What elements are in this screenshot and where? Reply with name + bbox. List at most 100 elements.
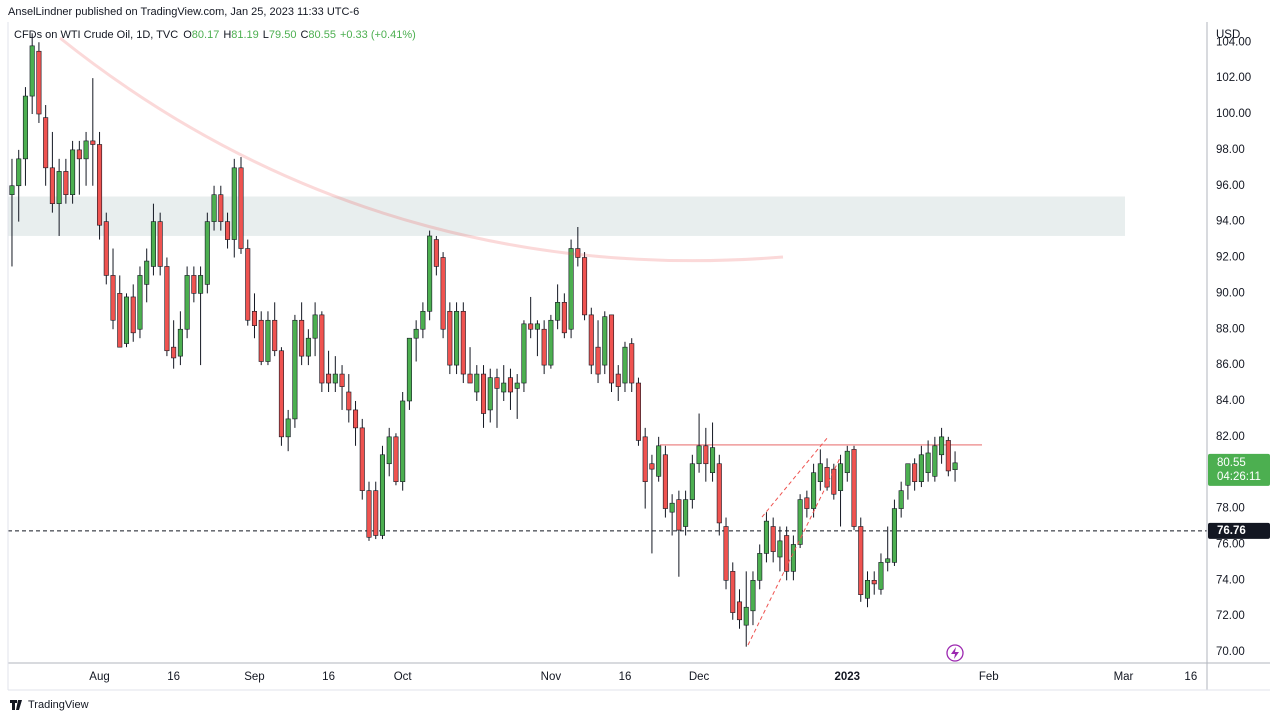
- candle-body: [198, 275, 204, 294]
- candle-body: [561, 302, 567, 334]
- candle-body: [858, 526, 864, 595]
- candle-body: [871, 580, 877, 585]
- y-tick-label: 84.00: [1216, 395, 1245, 407]
- candle-body: [844, 450, 850, 474]
- candle-body: [326, 373, 332, 384]
- candle-body: [467, 373, 473, 384]
- candle-body: [359, 427, 365, 491]
- candle-body: [864, 580, 871, 599]
- candle-body: [292, 319, 298, 420]
- y-tick-label: 70.00: [1216, 646, 1245, 658]
- plot-area: [8, 33, 1207, 647]
- candle-body: [130, 296, 136, 334]
- candle-body: [541, 328, 547, 366]
- candle-body: [420, 310, 426, 330]
- candle-body: [932, 445, 938, 477]
- candle-body: [204, 221, 210, 285]
- legend-value: 79.50: [269, 29, 297, 41]
- candle-body: [656, 445, 662, 477]
- candle-body: [218, 194, 224, 222]
- candle-body: [790, 544, 796, 572]
- y-tick-label: 90.00: [1216, 287, 1245, 299]
- candle-body: [366, 490, 372, 538]
- candle-body: [689, 463, 695, 500]
- candle-body: [487, 377, 493, 411]
- candle-body: [555, 302, 561, 321]
- y-tick-label: 104.00: [1216, 36, 1251, 48]
- candle-body: [608, 314, 615, 384]
- y-tick-label: 78.00: [1216, 503, 1245, 515]
- candle-body: [710, 447, 716, 474]
- candle-body: [770, 526, 776, 552]
- candle-body: [838, 463, 844, 491]
- candle-body: [602, 316, 608, 366]
- candle-body: [164, 266, 170, 352]
- y-tick-label: 94.00: [1216, 216, 1245, 228]
- candle-body: [736, 601, 743, 621]
- legend-value: 80.55: [308, 29, 336, 41]
- candle-body: [885, 558, 891, 563]
- candle-body: [898, 490, 904, 509]
- candle-body: [797, 499, 803, 545]
- candle-body: [952, 462, 958, 470]
- footer-logo: TradingView: [28, 699, 89, 711]
- candle-body: [494, 377, 500, 389]
- candle-body: [171, 346, 177, 359]
- legend: CFDs on WTI Crude Oil, 1D, TVC O80.17 H81.…: [14, 29, 416, 41]
- y-tick-label: 86.00: [1216, 359, 1245, 371]
- legend-key: O: [183, 29, 192, 41]
- candle-body: [811, 472, 817, 509]
- candle-body: [49, 167, 55, 204]
- candle-body: [231, 167, 237, 240]
- candle-body: [696, 445, 702, 465]
- x-tick-label: 16: [322, 671, 335, 683]
- candle-body: [245, 248, 251, 321]
- candle-body: [332, 373, 338, 384]
- y-tick-label: 98.00: [1216, 144, 1245, 156]
- candle-body: [144, 260, 150, 285]
- candle-body: [440, 257, 446, 330]
- candle-body: [480, 373, 487, 414]
- candle-body: [730, 571, 736, 613]
- candle-body: [272, 319, 278, 352]
- header: AnselLindner published on TradingView.co…: [8, 6, 359, 18]
- candle-body: [433, 239, 439, 267]
- candle-body: [528, 323, 534, 330]
- candle-body: [716, 463, 722, 524]
- candle-body: [43, 117, 49, 169]
- last-price-label: 80.55: [1217, 457, 1246, 469]
- candle-body: [278, 350, 284, 438]
- candle-body: [150, 221, 156, 267]
- candle-body: [622, 346, 628, 384]
- legend-change: +0.33 (+0.41%): [340, 29, 416, 41]
- y-tick-label: 76.00: [1216, 538, 1245, 550]
- trend-line: [761, 436, 829, 518]
- candle-body: [507, 377, 513, 393]
- candle-body: [70, 149, 76, 196]
- candle-body: [76, 149, 82, 160]
- candle-body: [29, 45, 35, 97]
- y-tick-label: 72.00: [1216, 610, 1245, 622]
- candle-body: [460, 310, 466, 375]
- event-icon[interactable]: [946, 644, 964, 662]
- x-tick-label: 16: [167, 671, 180, 683]
- candle-body: [703, 445, 709, 465]
- candle-body: [400, 400, 406, 482]
- candle-body: [319, 314, 325, 384]
- logo-icon: [10, 700, 22, 710]
- candle-body: [514, 382, 520, 389]
- x-tick-label: Nov: [541, 671, 562, 683]
- candle-body: [258, 319, 264, 362]
- candle-body: [723, 526, 729, 581]
- x-tick-label: 16: [1184, 671, 1197, 683]
- candle-body: [225, 221, 231, 240]
- legend-key: L: [263, 29, 269, 41]
- candle-body: [312, 314, 318, 339]
- candle-body: [588, 314, 594, 366]
- line-label: 76.76: [1217, 525, 1246, 537]
- x-tick-label: Feb: [979, 671, 999, 683]
- candle-body: [454, 310, 460, 366]
- candle-body: [238, 167, 244, 249]
- y-tick-label: 74.00: [1216, 574, 1245, 586]
- candle-body: [615, 373, 621, 387]
